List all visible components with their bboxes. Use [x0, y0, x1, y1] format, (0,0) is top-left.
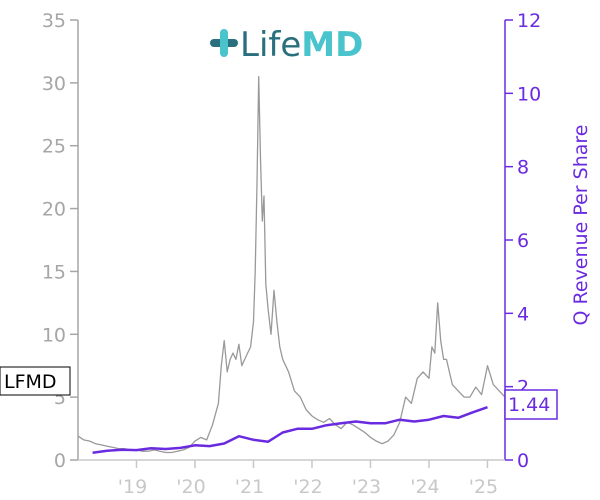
right-tick-label: 0 — [517, 450, 529, 472]
left-tick-label: 0 — [54, 450, 66, 472]
left-tick-label: 15 — [42, 261, 66, 283]
left-tick-label: 30 — [42, 73, 66, 95]
x-tick-label: '20 — [176, 476, 205, 498]
logo-word-life: LifeMD — [240, 25, 363, 65]
left-tick-label: 25 — [42, 136, 66, 158]
ticker-label-frame — [0, 366, 71, 396]
right-tick-label: 4 — [517, 303, 529, 325]
left-tick-label: 10 — [42, 324, 66, 346]
last-value-label: 1.44 — [508, 394, 550, 416]
x-axis-ticks: '19 '20 '21 '22 '23 '24 '25 — [118, 460, 498, 498]
x-tick-label: '22 — [293, 476, 322, 498]
series-line-lfmd-price — [77, 75, 506, 454]
left-tick-label: 35 — [42, 10, 66, 32]
series-layer — [77, 75, 506, 454]
right-tick-label: 6 — [517, 230, 529, 252]
right-tick-label: 10 — [517, 83, 541, 105]
x-tick-label: '21 — [235, 476, 264, 498]
last-value-frame — [504, 389, 558, 420]
x-tick-label: '19 — [118, 476, 147, 498]
last-value-box: 1.44 — [504, 389, 558, 420]
x-tick-label: '23 — [352, 476, 381, 498]
plus-cross-icon — [210, 29, 238, 57]
right-axis-title: Q Revenue Per Share — [570, 125, 592, 326]
right-tick-label: 12 — [517, 10, 541, 32]
ticker-label: LFMD — [4, 371, 57, 393]
ticker-label-box: LFMD — [0, 366, 71, 396]
series-line-revenue-per-share — [92, 406, 488, 454]
logo-life-text: Life — [240, 25, 301, 65]
right-tick-label: 8 — [517, 157, 529, 179]
x-tick-label: '25 — [469, 476, 498, 498]
lifemd-logo: LifeMD — [210, 25, 363, 65]
left-tick-label: 20 — [42, 199, 66, 221]
logo-md-text: MD — [301, 25, 363, 65]
x-tick-label: '24 — [410, 476, 439, 498]
